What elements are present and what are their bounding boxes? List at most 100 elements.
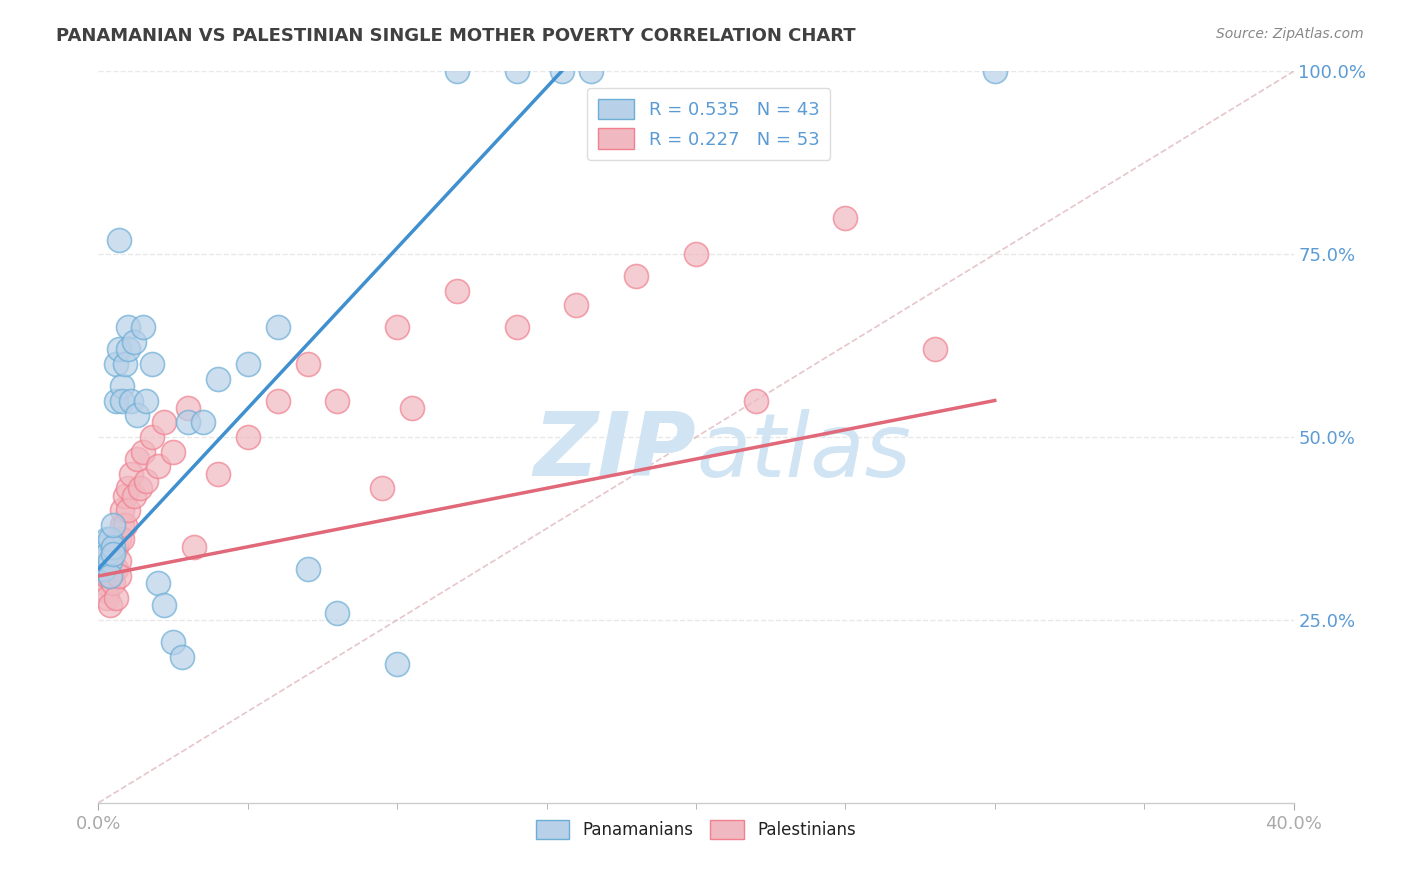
Point — [98, 569, 122, 583]
Point — [153, 416, 176, 430]
Point — [236, 357, 259, 371]
Point — [103, 576, 125, 591]
Point — [120, 393, 142, 408]
Point — [207, 371, 229, 385]
Point — [127, 408, 149, 422]
Point — [446, 284, 468, 298]
Point — [120, 467, 142, 481]
Text: Source: ZipAtlas.com: Source: ZipAtlas.com — [1216, 27, 1364, 41]
Point — [177, 401, 200, 415]
Point — [103, 547, 125, 561]
Point — [148, 576, 170, 591]
Point — [98, 569, 122, 583]
Point — [98, 554, 122, 568]
Point — [103, 517, 125, 532]
Point — [385, 657, 409, 671]
Point — [132, 444, 155, 458]
Point — [111, 503, 134, 517]
Point — [108, 533, 131, 547]
Point — [371, 481, 394, 495]
Point — [105, 393, 128, 408]
Point — [108, 554, 131, 568]
Point — [98, 533, 122, 547]
Point — [96, 547, 118, 561]
Point — [108, 343, 131, 357]
Text: atlas: atlas — [696, 409, 911, 495]
Point — [565, 298, 588, 312]
Point — [105, 540, 128, 554]
Point — [401, 401, 423, 415]
Point — [105, 357, 128, 371]
Point — [117, 503, 139, 517]
Point — [745, 393, 768, 408]
Text: ZIP: ZIP — [533, 409, 696, 495]
Text: PANAMANIAN VS PALESTINIAN SINGLE MOTHER POVERTY CORRELATION CHART: PANAMANIAN VS PALESTINIAN SINGLE MOTHER … — [56, 27, 856, 45]
Point — [103, 540, 125, 554]
Point — [326, 606, 349, 620]
Point — [297, 357, 319, 371]
Point — [96, 569, 118, 583]
Point — [135, 393, 157, 408]
Point — [96, 591, 118, 605]
Point — [177, 416, 200, 430]
Point — [153, 599, 176, 613]
Point — [105, 591, 128, 605]
Point — [326, 393, 349, 408]
Point — [129, 481, 152, 495]
Point — [108, 569, 131, 583]
Point — [98, 599, 122, 613]
Point — [96, 533, 118, 547]
Point — [111, 379, 134, 393]
Point — [114, 357, 136, 371]
Point — [506, 64, 529, 78]
Point — [581, 64, 603, 78]
Point — [141, 430, 163, 444]
Point — [172, 649, 194, 664]
Point — [191, 416, 214, 430]
Point — [385, 320, 409, 334]
Point — [267, 320, 290, 334]
Point — [506, 320, 529, 334]
Legend: Panamanians, Palestinians: Panamanians, Palestinians — [530, 814, 862, 846]
Point — [550, 64, 572, 78]
Point — [124, 334, 146, 349]
Point — [207, 467, 229, 481]
Point — [446, 64, 468, 78]
Point — [117, 343, 139, 357]
Point — [93, 576, 115, 591]
Point — [105, 562, 128, 576]
Point — [183, 540, 205, 554]
Point — [111, 533, 134, 547]
Point — [96, 583, 118, 598]
Point — [924, 343, 946, 357]
Point — [90, 554, 112, 568]
Point — [93, 554, 115, 568]
Point — [114, 517, 136, 532]
Point — [114, 489, 136, 503]
Point — [103, 562, 125, 576]
Point — [148, 459, 170, 474]
Point — [135, 474, 157, 488]
Point — [93, 540, 115, 554]
Point — [685, 247, 707, 261]
Point — [98, 554, 122, 568]
Point — [834, 211, 856, 225]
Point — [108, 233, 131, 247]
Point — [162, 444, 184, 458]
Point — [297, 562, 319, 576]
Point — [127, 452, 149, 467]
Point — [162, 635, 184, 649]
Point — [111, 393, 134, 408]
Point — [103, 540, 125, 554]
Point — [267, 393, 290, 408]
Point — [141, 357, 163, 371]
Point — [117, 481, 139, 495]
Point — [90, 562, 112, 576]
Point — [111, 517, 134, 532]
Point — [626, 269, 648, 284]
Point — [236, 430, 259, 444]
Point — [124, 489, 146, 503]
Point — [132, 320, 155, 334]
Point — [984, 64, 1007, 78]
Point — [93, 562, 115, 576]
